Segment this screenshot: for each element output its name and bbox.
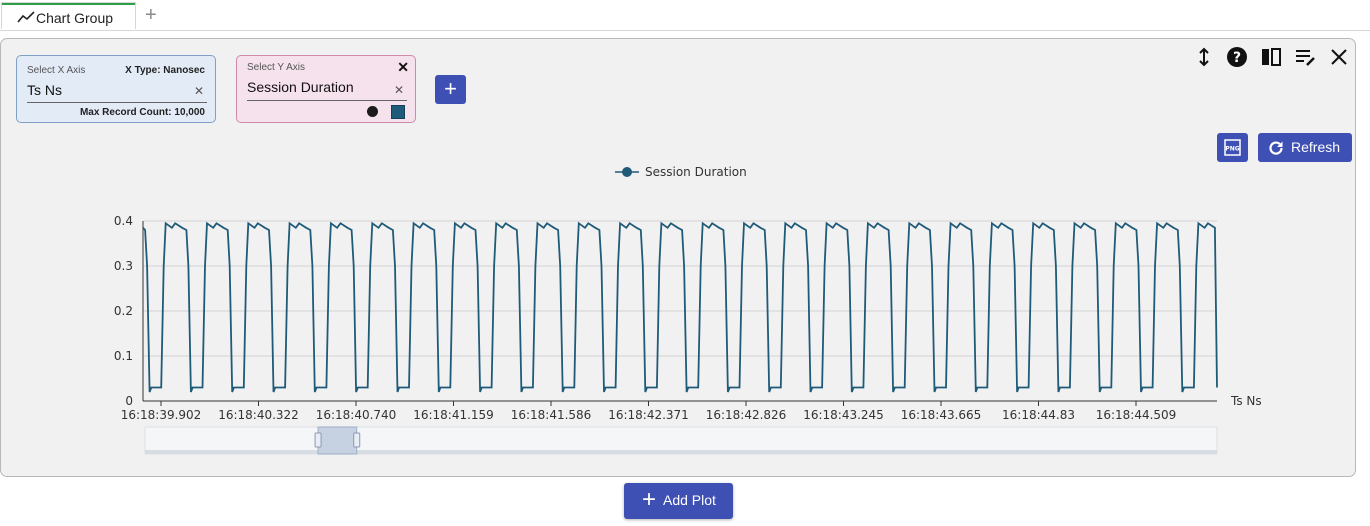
tab-bar: Chart Group +	[0, 0, 1370, 31]
x-axis-title: Ts Ns	[1230, 394, 1262, 408]
tab-chart-group[interactable]: Chart Group	[1, 2, 136, 29]
x-tick-label: 16:18:42.826	[706, 408, 787, 422]
chart-panel: Select X Axis X Type: Nanosec Ts Ns ✕ Ma…	[0, 38, 1356, 477]
x-tick-label: 16:18:43.245	[803, 408, 884, 422]
y-axis-remove-button[interactable]: ✕	[397, 59, 409, 75]
zoom-slider-track	[144, 426, 1218, 455]
add-plot-label: Add Plot	[663, 492, 716, 508]
y-tick-label: 0.1	[114, 349, 133, 363]
legend-label: Session Duration	[645, 165, 747, 179]
zoom-slider-handle[interactable]	[353, 432, 361, 448]
zoom-slider-window[interactable]	[317, 426, 358, 455]
x-axis-clear-button[interactable]: ✕	[193, 84, 204, 98]
expand-vertical-icon[interactable]	[1193, 46, 1215, 68]
y-tick-label: 0.3	[114, 259, 133, 273]
x-tick-label: 16:18:44.83	[1002, 408, 1075, 422]
y-axis-field-underline	[247, 100, 407, 101]
y-tick-label: 0.2	[114, 304, 133, 318]
line-chart-icon	[17, 11, 35, 23]
refresh-button[interactable]: Refresh	[1258, 133, 1352, 162]
svg-text:?: ?	[1233, 50, 1241, 66]
series-line	[142, 221, 1218, 393]
refresh-label: Refresh	[1291, 139, 1341, 155]
x-tick-label: 16:18:43.665	[901, 408, 982, 422]
x-tick-label: 16:18:44.509	[1096, 408, 1177, 422]
refresh-icon	[1269, 141, 1283, 155]
line-chart: 0 0.1 0.2 0.3 0.4 16:18:39.902 16:18:40.322 16:…	[114, 165, 1262, 455]
marker-style-button[interactable]	[367, 106, 378, 117]
y-tick-label: 0	[125, 394, 133, 408]
tab-label: Chart Group	[36, 10, 114, 26]
x-tick-label: 16:18:41.586	[511, 408, 592, 422]
plus-icon: +	[642, 486, 657, 513]
series-color-swatch[interactable]	[391, 105, 405, 119]
zoom-slider-handle[interactable]	[314, 432, 322, 448]
max-record-count: Max Record Count: 10,000	[79, 107, 205, 118]
close-icon[interactable]	[1328, 46, 1350, 68]
x-tick-label: 16:18:40.740	[316, 408, 397, 422]
x-tick-label: 16:18:40.322	[218, 408, 299, 422]
add-plot-button[interactable]: + Add Plot	[624, 483, 733, 519]
png-icon: PNG	[1224, 139, 1241, 156]
help-icon[interactable]: ?	[1226, 46, 1248, 68]
x-axis-value: Ts Ns	[27, 82, 62, 98]
active-tab-indicator	[2, 3, 135, 5]
y-tick-label: 0.4	[114, 214, 133, 228]
x-tick-label: 16:18:42.371	[608, 408, 689, 422]
legend-marker	[622, 167, 632, 177]
y-axis-clear-button[interactable]: ✕	[393, 83, 404, 97]
y-axis-selector[interactable]: Select Y Axis ✕ Session Duration ✕	[236, 55, 416, 123]
edit-list-icon[interactable]	[1294, 46, 1316, 68]
export-png-button[interactable]: PNG	[1217, 133, 1248, 162]
add-y-axis-button[interactable]: +	[435, 75, 466, 104]
add-tab-button[interactable]: +	[145, 4, 157, 26]
svg-text:PNG: PNG	[1225, 146, 1239, 153]
x-type-label: X Type: Nanosec	[125, 65, 205, 76]
x-tick-label: 16:18:41.159	[413, 408, 494, 422]
x-axis-selector[interactable]: Select X Axis X Type: Nanosec Ts Ns ✕ Ma…	[16, 55, 216, 123]
y-axis-label: Select Y Axis	[247, 62, 305, 73]
x-axis-field-underline	[27, 102, 207, 103]
y-axis-value: Session Duration	[247, 79, 354, 95]
zoom-slider-baseline	[145, 450, 1217, 454]
x-tick-label: 16:18:39.902	[121, 408, 202, 422]
x-axis-label: Select X Axis	[27, 65, 86, 76]
split-columns-icon[interactable]	[1260, 46, 1282, 68]
